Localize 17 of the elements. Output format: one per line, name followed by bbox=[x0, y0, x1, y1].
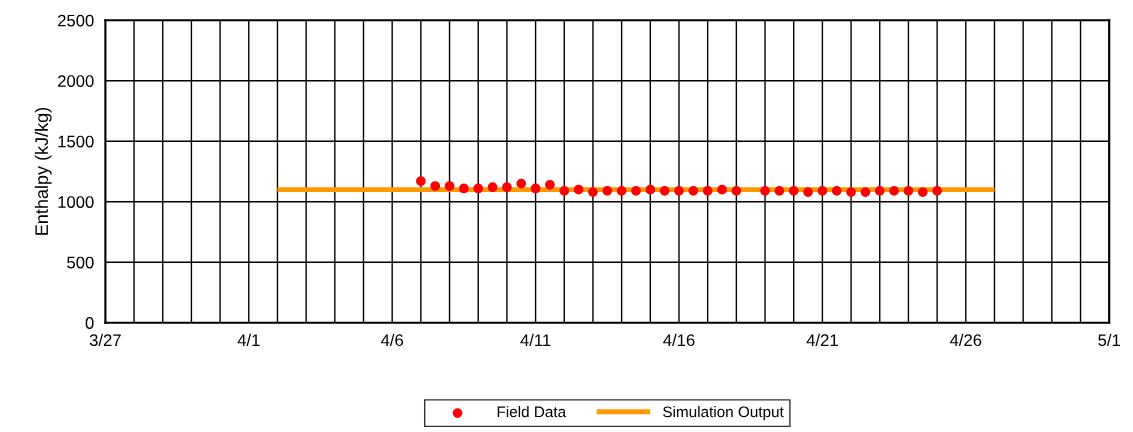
legend-label: Simulation Output bbox=[663, 406, 784, 421]
x-tick-label: 5/1 bbox=[1098, 333, 1120, 347]
y-tick-label: 1500 bbox=[58, 135, 94, 148]
x-tick-label: 4/26 bbox=[949, 333, 982, 347]
x-tick-label: 4/21 bbox=[806, 333, 838, 347]
x-tick-label: 4/6 bbox=[380, 333, 404, 347]
y-tick-label: 2000 bbox=[58, 75, 94, 87]
x-tick-label: 4/16 bbox=[663, 333, 695, 347]
x-tick-label: 4/1 bbox=[237, 333, 260, 347]
x-tick-label: 3/27 bbox=[89, 333, 121, 347]
x-tick-label: 4/11 bbox=[520, 333, 551, 347]
y-tick-label: 500 bbox=[67, 256, 94, 269]
y-axis-title: Enthalpy (kJ/kg) bbox=[34, 107, 52, 235]
y-tick-label: 2500 bbox=[58, 14, 94, 27]
y-tick-label: 0 bbox=[85, 317, 94, 329]
y-tick-label: 1000 bbox=[58, 196, 94, 208]
legend-label: Field Data bbox=[497, 406, 567, 418]
